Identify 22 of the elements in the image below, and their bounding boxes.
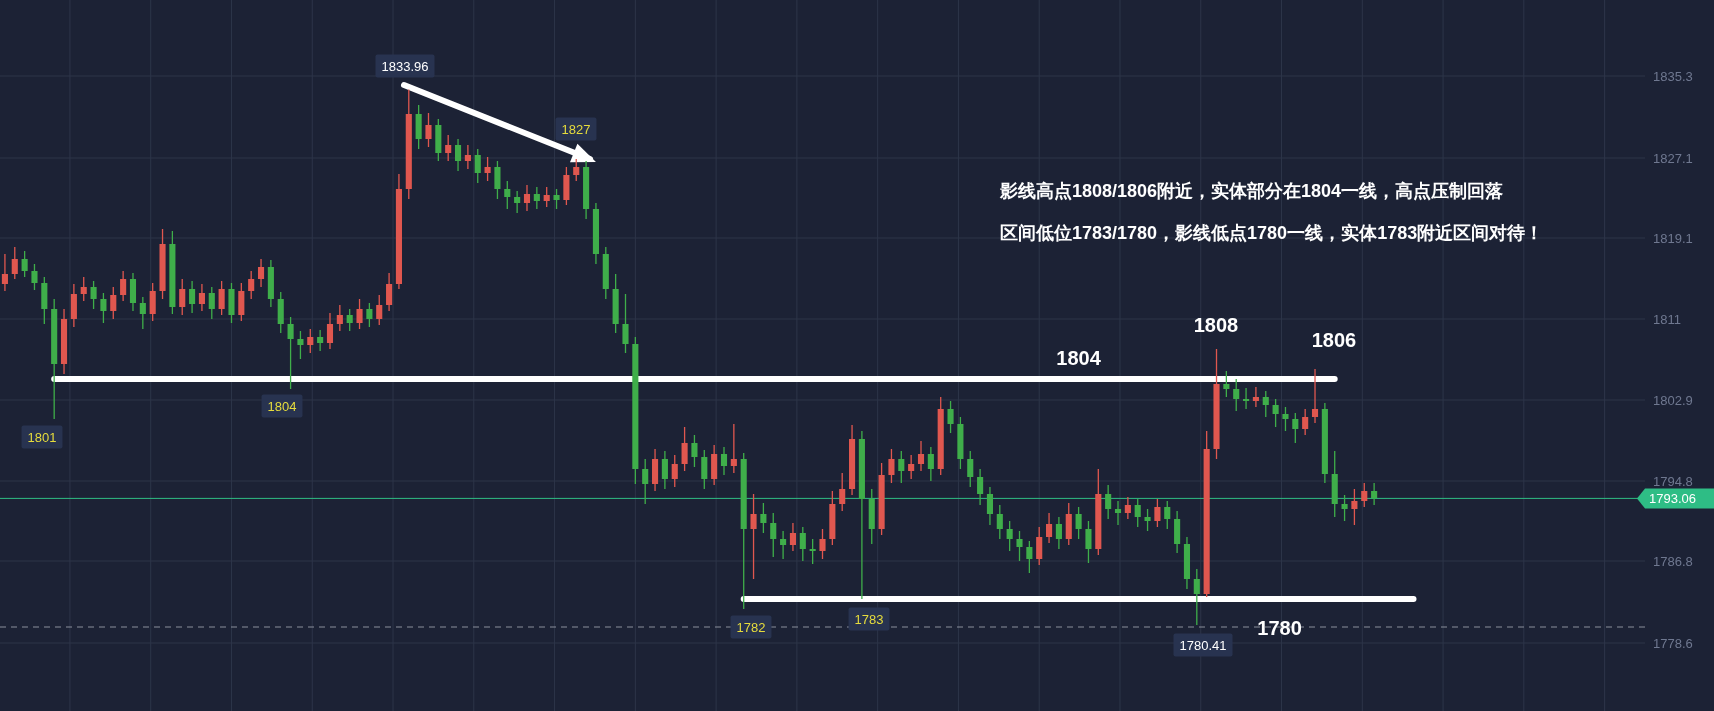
annotation: 1804 bbox=[267, 398, 297, 414]
y-tick-label: 1786.8 bbox=[1653, 554, 1693, 569]
ref-line-label: 1793.06 bbox=[1649, 491, 1696, 507]
y-tick-label: 1819.1 bbox=[1653, 231, 1693, 246]
annotation: 1833.96 bbox=[381, 58, 429, 74]
series-label: 1780 bbox=[1257, 617, 1302, 639]
annotation: 影线高点1808/1806附近，实体部分在1804一线，高点压制回落 bbox=[1000, 181, 1504, 201]
y-tick-label: 1835.3 bbox=[1653, 69, 1693, 84]
annotation: 区间低位1783/1780，影线低点1780一线，实体1783附近区间对待！ bbox=[1000, 223, 1544, 243]
y-tick-label: 1811 bbox=[1653, 312, 1681, 327]
annotation: 1780.41 bbox=[1179, 637, 1227, 653]
y-tick-label: 1794.8 bbox=[1653, 474, 1693, 489]
y-tick-label: 1778.6 bbox=[1653, 636, 1693, 651]
y-tick-label: 1827.1 bbox=[1653, 151, 1693, 166]
annotation: 1808 bbox=[1193, 314, 1239, 336]
annotation: 1806 bbox=[1311, 329, 1357, 351]
y-tick-label: 1802.9 bbox=[1653, 393, 1693, 408]
annotation: 1783 bbox=[854, 611, 884, 627]
series-label: 1804 bbox=[1056, 347, 1102, 369]
annotation: 1782 bbox=[736, 619, 766, 635]
annotation: 1827 bbox=[561, 121, 591, 137]
annotation: 1801 bbox=[27, 429, 57, 445]
